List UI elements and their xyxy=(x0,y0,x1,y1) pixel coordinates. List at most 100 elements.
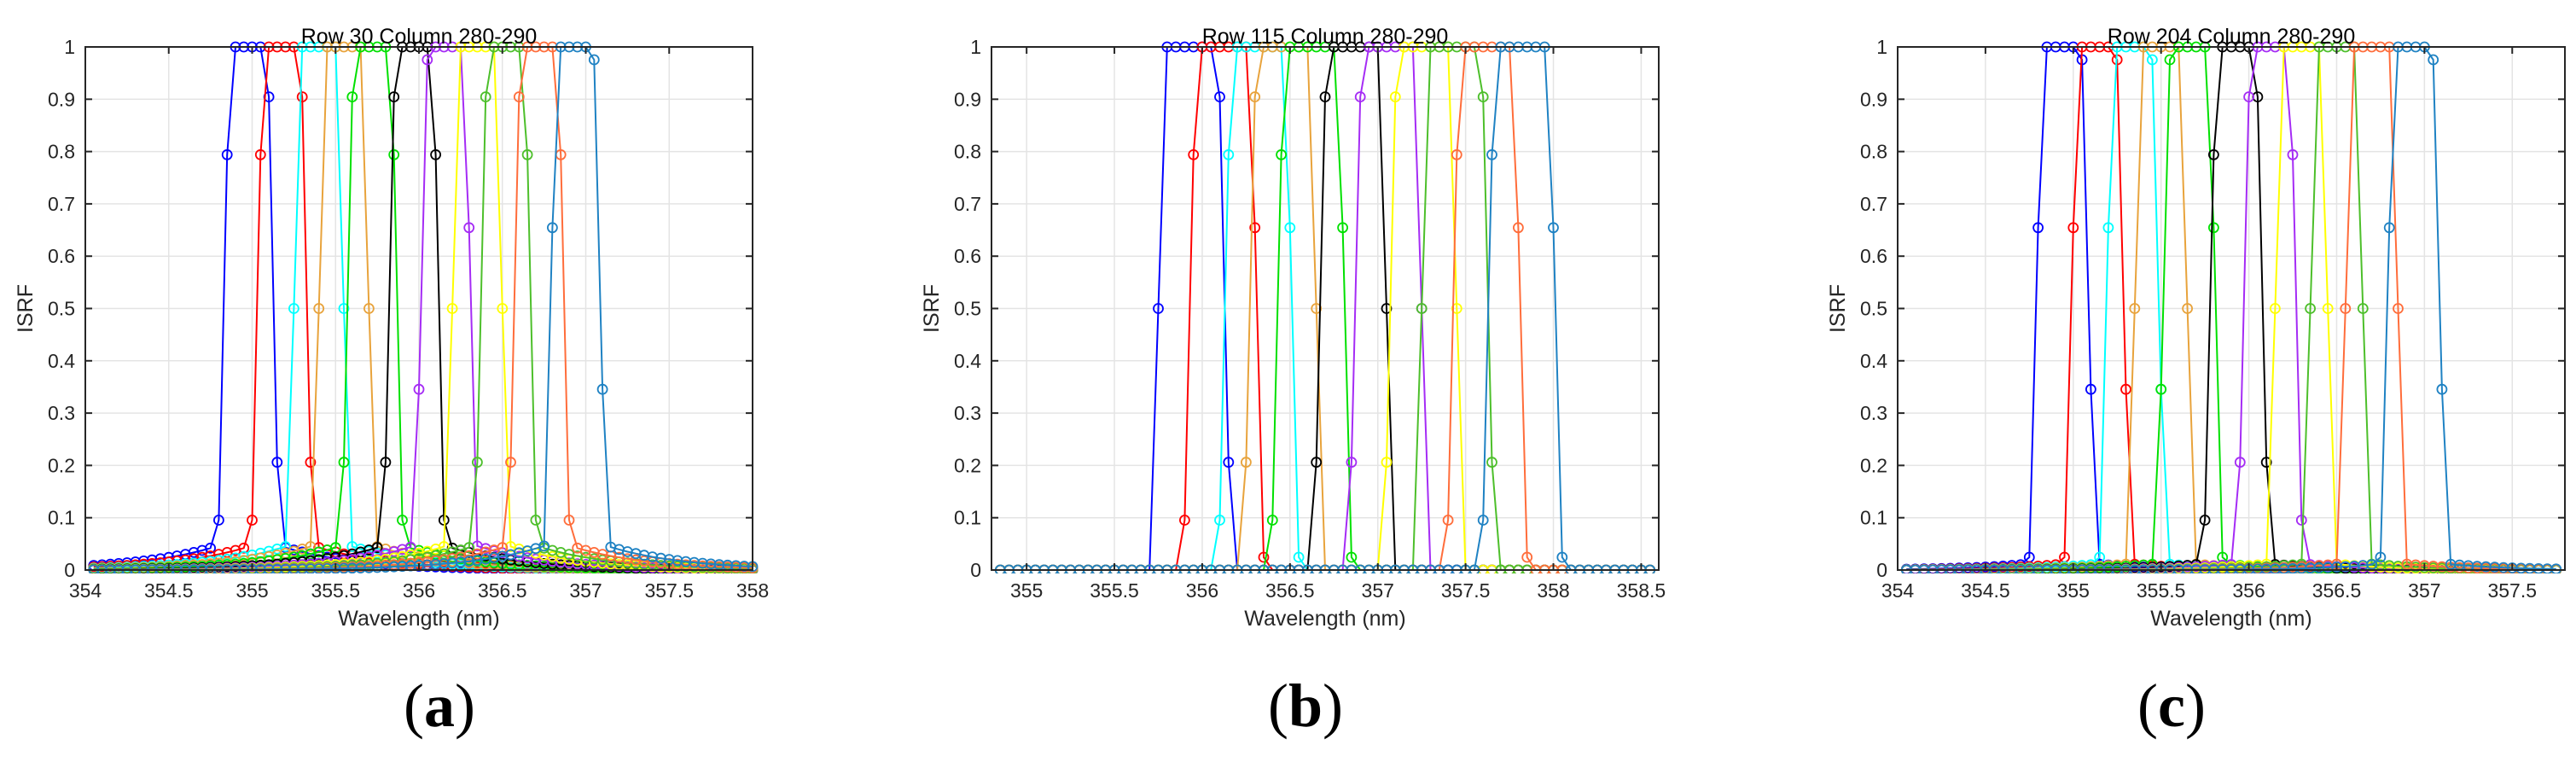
y-tick-label: 0.3 xyxy=(1860,402,1887,424)
data-point xyxy=(2182,303,2194,314)
data-point xyxy=(1381,303,1393,314)
data-point xyxy=(2428,54,2439,66)
data-point xyxy=(271,457,283,468)
chart-panel: 355 355.5 356 356.5 357 357.5 358 358.5 0 0.1 0.2 0… xyxy=(920,25,1666,631)
panel-label-letter: a xyxy=(424,672,455,740)
chart-panel: 354 354.5 355 355.5 356 356.5 357 357.5 358 0 0.1 0… xyxy=(14,25,769,631)
y-tick-label: 0 xyxy=(970,559,981,581)
panel-label-open: ( xyxy=(2137,672,2159,740)
data-point xyxy=(538,540,550,552)
y-tick-label: 0.1 xyxy=(954,507,981,529)
data-point xyxy=(1293,551,1305,563)
data-point xyxy=(305,563,317,573)
y-tick-label: 0.1 xyxy=(1860,507,1887,529)
data-point xyxy=(388,91,400,102)
data-point xyxy=(697,557,708,569)
panel-label-close: ) xyxy=(1323,672,1343,740)
data-point xyxy=(2032,222,2044,234)
data-point xyxy=(288,303,299,314)
data-point xyxy=(1319,91,1331,102)
y-tick-label: 0 xyxy=(64,559,75,581)
data-point xyxy=(521,552,533,563)
x-tick-label: 354.5 xyxy=(1961,579,2010,602)
data-point xyxy=(380,457,392,468)
x-tick-label: 356.5 xyxy=(2312,579,2362,602)
x-tick-label: 354.5 xyxy=(144,579,194,602)
x-tick-label: 356.5 xyxy=(1265,579,1315,602)
data-point xyxy=(1153,303,1164,314)
data-point xyxy=(580,551,591,563)
data-point xyxy=(530,515,542,526)
data-point xyxy=(596,383,608,395)
data-point xyxy=(2287,148,2299,160)
y-tick-label: 0.6 xyxy=(48,245,75,267)
y-tick-label: 1 xyxy=(970,36,981,58)
data-point xyxy=(280,541,292,552)
data-point xyxy=(1521,551,1533,563)
x-tick-label: 355 xyxy=(2057,579,2090,602)
data-point xyxy=(1284,222,1296,234)
data-point xyxy=(655,552,666,564)
y-tick-label: 0.7 xyxy=(954,193,981,215)
x-tick-label: 358 xyxy=(736,579,769,602)
y-tick-label: 0.8 xyxy=(1860,141,1887,163)
data-point xyxy=(630,554,642,566)
data-point xyxy=(397,561,408,573)
data-point xyxy=(2155,383,2167,395)
y-tick-label: 0.9 xyxy=(954,88,981,110)
x-tick-label: 355.5 xyxy=(1090,579,1139,602)
data-point xyxy=(672,555,683,567)
y-tick-label: 0.5 xyxy=(954,298,981,320)
panel-label-open: ( xyxy=(1267,672,1288,740)
y-tick-label: 1 xyxy=(1876,36,1887,58)
y-tick-label: 1 xyxy=(64,36,75,58)
data-point xyxy=(212,515,224,526)
x-tick-label: 355.5 xyxy=(311,579,360,602)
data-point xyxy=(463,542,475,554)
data-point xyxy=(2383,222,2395,234)
x-tick-label: 357 xyxy=(2408,579,2440,602)
data-point xyxy=(1276,148,1287,160)
data-point xyxy=(513,91,525,102)
data-point xyxy=(363,561,375,573)
data-point xyxy=(2340,303,2352,314)
panel-label-c: (c) xyxy=(2112,671,2231,742)
y-tick-label: 0.2 xyxy=(48,454,75,476)
data-point xyxy=(2199,515,2211,526)
panel-label-a: (a) xyxy=(380,671,499,742)
data-point xyxy=(2436,383,2448,395)
x-tick-label: 356 xyxy=(403,579,435,602)
data-point xyxy=(296,91,308,102)
data-point xyxy=(1556,551,1568,563)
data-point xyxy=(1258,551,1270,563)
x-axis-label: Wavelength (nm) xyxy=(2150,607,2311,631)
y-tick-label: 0.4 xyxy=(954,350,981,372)
data-point xyxy=(305,457,317,468)
y-tick-label: 0.2 xyxy=(1860,454,1887,476)
data-point xyxy=(2243,91,2255,102)
data-point xyxy=(2295,515,2307,526)
y-tick-label: 0.7 xyxy=(1860,193,1887,215)
chart-title: Row 204 Column 280-290 xyxy=(2108,25,2355,49)
data-point xyxy=(338,457,350,468)
x-tick-label: 356 xyxy=(2232,579,2265,602)
data-point xyxy=(497,550,509,562)
data-point xyxy=(2393,303,2404,314)
x-tick-label: 356.5 xyxy=(478,579,527,602)
data-point xyxy=(1477,91,1489,102)
data-point xyxy=(2234,457,2246,468)
data-point xyxy=(588,54,600,66)
data-point xyxy=(563,515,575,526)
y-tick-label: 0.5 xyxy=(1860,298,1887,320)
data-point xyxy=(371,542,383,554)
data-point xyxy=(438,558,450,569)
data-point xyxy=(446,557,458,569)
data-point xyxy=(1513,222,1524,234)
y-tick-label: 0.4 xyxy=(1860,350,1887,372)
data-point xyxy=(1214,515,1225,526)
panel-label-b: (b) xyxy=(1246,671,1365,742)
data-point xyxy=(1346,551,1358,563)
x-tick-label: 354 xyxy=(1881,579,1915,602)
